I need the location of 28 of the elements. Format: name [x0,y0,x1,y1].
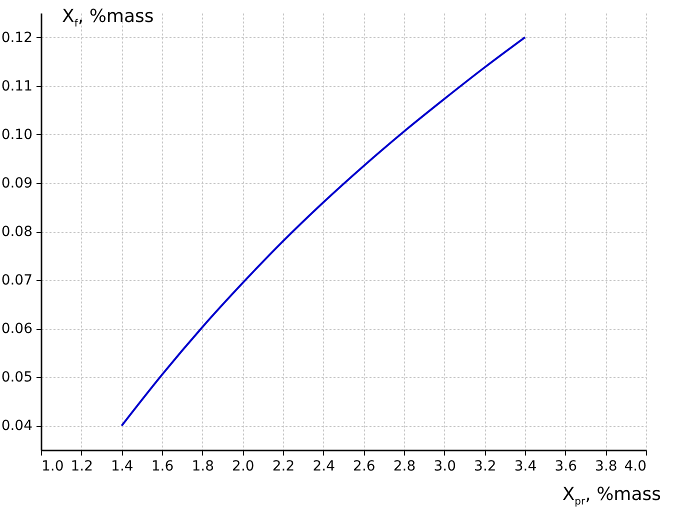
y-tick-label: 0.11 [1,78,32,94]
y-tick-label: 0.07 [1,272,32,289]
x-tick-label: 2.8 [393,458,416,474]
line-series [120,36,526,427]
x-tick-label: 2.0 [232,458,254,474]
y-tick-label: 0.04 [1,418,33,434]
y-tick-label: 0.09 [1,175,32,192]
x-tick-label: 1.8 [192,458,214,474]
x-tick-label: 1.6 [151,458,174,474]
y-tick-label: 0.05 [1,370,32,386]
y-tick-label: 0.12 [1,30,32,46]
y-tick-label: 0.10 [1,126,32,143]
x-tick-label: 3.0 [434,458,456,474]
x-tick-label: 3.2 [474,458,496,474]
x-tick-label: 2.4 [312,458,336,474]
y-tick-label: 0.06 [1,321,33,338]
x-tick-label: 3.6 [554,458,578,474]
x-tick-label: 4.0 [624,458,646,474]
x-tick-label: 1.0 [42,458,64,474]
x-tick-label: 1.4 [111,458,134,474]
y-axis-title: X$_{f}$, %mass [62,6,154,30]
x-tick-label: 2.2 [272,458,295,474]
x-tick-label: 1.2 [70,458,93,474]
x-tick-label: 3.8 [595,458,618,474]
x-tick-label: 3.4 [514,458,537,474]
x-tick-label: 2.6 [353,458,376,474]
y-tick-label: 0.08 [1,224,32,240]
x-axis-title: X$_{pr}$, %mass [562,484,661,508]
